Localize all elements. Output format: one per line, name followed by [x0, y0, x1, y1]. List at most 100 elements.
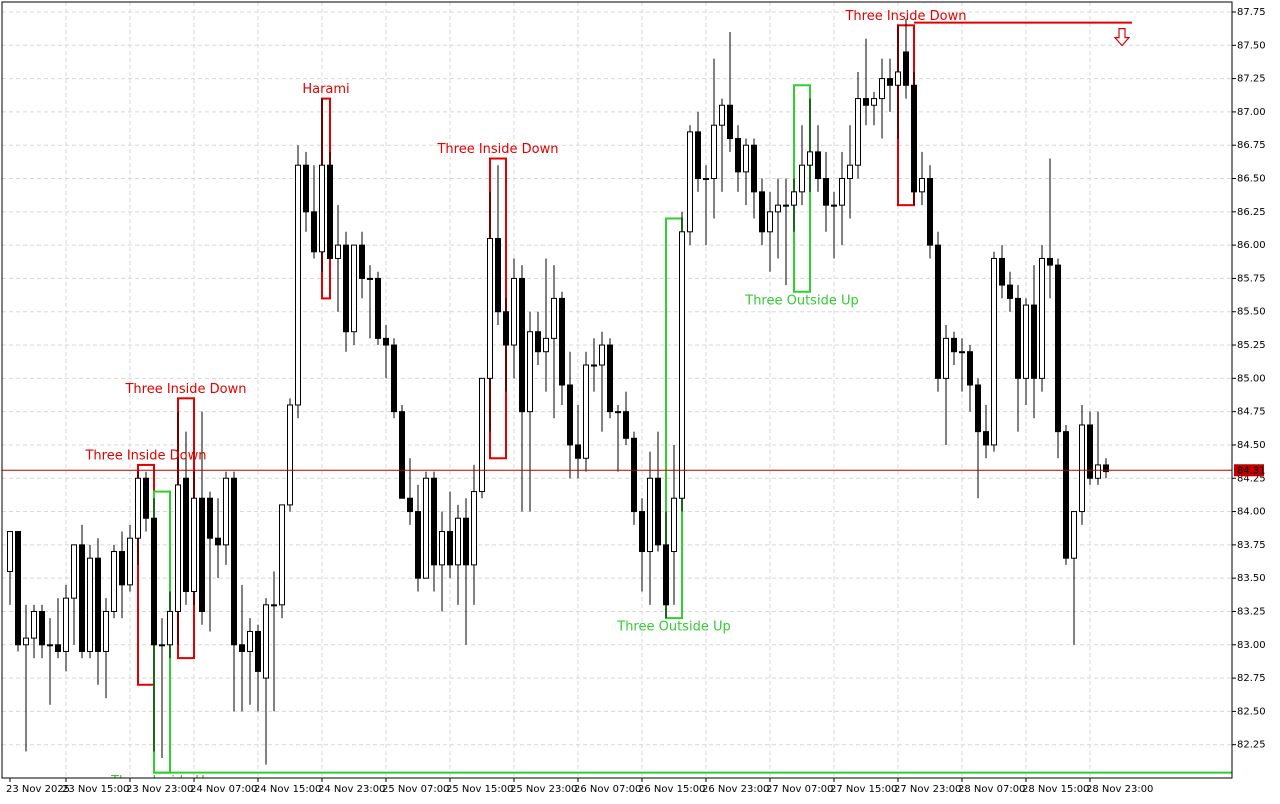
candle-body — [863, 98, 869, 106]
candle-body — [727, 104, 733, 140]
candle-body — [671, 497, 677, 553]
candle-body — [759, 191, 765, 233]
candle-body — [607, 344, 613, 413]
candle-body — [415, 511, 421, 579]
candle-body — [1103, 464, 1109, 473]
candle-body — [223, 477, 229, 546]
candle-body — [943, 337, 949, 379]
candle-body — [551, 297, 557, 339]
candle-body — [351, 244, 357, 333]
plot-border — [1, 1, 1233, 779]
candle-body — [327, 164, 333, 259]
candle-body — [583, 364, 589, 459]
candle-body — [527, 331, 533, 413]
y-tick-label: 87.50 — [1237, 40, 1266, 51]
candle-body — [399, 411, 405, 499]
axes: 82.25 82.50 82.75 83.00 83.25 83.50 83.75 84.00… — [6, 7, 1266, 795]
candle-body — [935, 244, 941, 379]
x-tick-label: 23 Nov 23:00 — [126, 784, 193, 795]
candle-body — [55, 644, 61, 652]
candle-body — [1063, 431, 1069, 559]
candle-body — [1031, 304, 1037, 379]
candle-body — [255, 630, 261, 672]
candle-body — [655, 477, 661, 546]
candle-body — [767, 211, 773, 233]
candle-body — [807, 151, 813, 166]
last-price-tag — [1234, 464, 1264, 477]
candle-body — [407, 497, 413, 513]
candle-body — [439, 531, 445, 566]
candle-body — [1007, 284, 1013, 299]
candle-body — [1023, 304, 1029, 379]
x-tick-label: 28 Nov 07:00 — [958, 784, 1025, 795]
candle-body — [151, 517, 157, 646]
candle-body — [487, 237, 493, 379]
candle-body — [175, 484, 181, 612]
candle-body — [367, 277, 373, 280]
candle-body — [703, 178, 709, 181]
candle-body — [991, 257, 997, 446]
y-tick-label: 85.50 — [1237, 307, 1266, 318]
candle-body — [543, 337, 549, 353]
candle-body — [455, 517, 461, 566]
candle-body — [135, 477, 141, 539]
candle-body — [799, 164, 805, 193]
candle-body — [31, 610, 37, 639]
y-tick-label: 82.75 — [1237, 673, 1266, 684]
y-tick-label: 84.25 — [1237, 473, 1266, 484]
candle-body — [335, 244, 341, 259]
y-tick-label: 86.75 — [1237, 140, 1266, 151]
candle-body — [111, 551, 117, 612]
candle-body — [511, 277, 517, 346]
candle-body — [119, 551, 125, 586]
x-tick-label: 24 Nov 07:00 — [190, 784, 257, 795]
x-tick-label: 25 Nov 07:00 — [382, 784, 449, 795]
candle-body — [719, 104, 725, 126]
candle-body — [903, 51, 909, 86]
signal-arrow — [1113, 28, 1131, 47]
candle-body — [735, 138, 741, 173]
pattern-label: Three Outside Up — [744, 293, 858, 308]
candle-body — [383, 337, 389, 346]
candle-body — [983, 431, 989, 446]
candle-body — [1015, 297, 1021, 379]
x-tick-label: 27 Nov 15:00 — [830, 784, 897, 795]
candle-body — [751, 144, 757, 193]
x-tick-label: 26 Nov 15:00 — [638, 784, 705, 795]
candle-body — [519, 277, 525, 413]
candle-body — [431, 477, 437, 566]
candle-body — [823, 178, 829, 206]
pattern-label: Three Inside Down — [844, 9, 966, 24]
y-tick-label: 84.00 — [1237, 507, 1266, 518]
y-tick-label: 83.50 — [1237, 573, 1266, 584]
candle-body — [1079, 424, 1085, 513]
candle-body — [247, 630, 253, 652]
candle-body — [471, 491, 477, 566]
y-tick-label: 83.25 — [1237, 606, 1266, 617]
candle-body — [591, 364, 597, 367]
candle-body — [623, 411, 629, 439]
candle-body — [663, 544, 669, 606]
candle-body — [567, 384, 573, 446]
candle-body — [191, 497, 197, 592]
candle-body — [167, 610, 173, 646]
candle-body — [967, 351, 973, 386]
pattern-label: Harami — [302, 82, 349, 97]
candle-body — [647, 477, 653, 553]
x-tick-label: 24 Nov 15:00 — [254, 784, 321, 795]
candle-body — [183, 477, 189, 592]
x-tick-label: 28 Nov 23:00 — [1086, 784, 1153, 795]
candle-body — [503, 311, 509, 346]
candle-body — [39, 610, 45, 646]
y-tick-label: 85.75 — [1237, 273, 1266, 284]
x-tick-label: 23 Nov 2025 — [6, 784, 70, 795]
candle-body — [199, 497, 205, 612]
x-tick-label: 23 Nov 15:00 — [62, 784, 129, 795]
candle-body — [743, 144, 749, 173]
candle-body — [695, 131, 701, 180]
candle-body — [231, 477, 237, 646]
candle-body — [815, 151, 821, 180]
candle-body — [463, 517, 469, 566]
